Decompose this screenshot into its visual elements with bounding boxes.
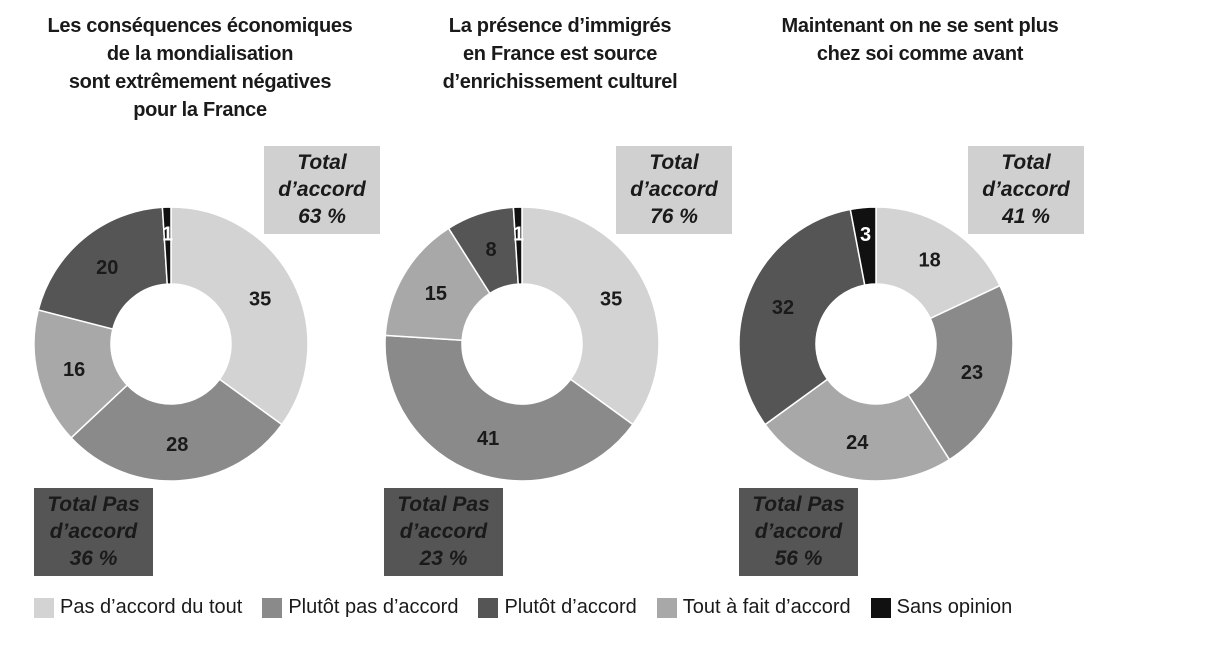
total-agree-label-1: Total (1001, 151, 1051, 174)
donut-slice (384, 334, 634, 482)
total-agree-label-1: Total (297, 151, 347, 174)
legend-item: Sans opinion (870, 596, 1013, 619)
donut-chart: 35 41 15 81 (384, 206, 660, 482)
chart-title: Maintenant on ne se sent plus chez soi c… (781, 15, 1059, 65)
chart-legend: Pas d’accord du tout Plutôt pas d’accord… (34, 596, 1032, 619)
chart-panel-1: Les conséquences économiques de la mondi… (0, 0, 400, 600)
donut-slice (384, 227, 491, 342)
slice-value-label: 1 (162, 224, 173, 246)
slice-value-label: 35 (600, 289, 622, 311)
legend-swatch (478, 597, 499, 618)
legend-swatch (262, 597, 283, 618)
donut-slice (33, 309, 129, 439)
legend-label: Pas d’accord du tout (60, 596, 243, 618)
slice-value-label: 32 (772, 297, 794, 319)
legend-label: Plutôt d’accord (504, 596, 637, 618)
total-agree-value: 76 % (650, 205, 698, 228)
total-agree-box: Total d’accord 76 % (616, 146, 732, 234)
total-disagree-label-2: d’accord (399, 520, 488, 543)
total-agree-value: 41 % (1002, 205, 1050, 228)
total-disagree-box: Total Pas d’accord 36 % (34, 488, 153, 576)
chart-title: Les conséquences économiques de la mondi… (47, 15, 353, 121)
legend-item: Plutôt pas d’accord (262, 596, 458, 619)
donut-slice (875, 206, 1001, 320)
donut-slice (170, 206, 309, 426)
total-agree-label-2: d’accord (630, 178, 718, 201)
donut-slice (512, 206, 523, 285)
total-disagree-label-1: Total Pas (397, 493, 490, 516)
slice-value-label: 15 (425, 283, 447, 305)
donut-slice (907, 284, 1014, 461)
slice-value-label: 18 (918, 250, 940, 272)
chart-panel-3: Maintenant on ne se sent plus chez soi c… (720, 0, 1120, 600)
total-disagree-label-1: Total Pas (752, 493, 845, 516)
total-agree-box: Total d’accord 63 % (264, 146, 380, 234)
slice-value-label: 28 (166, 434, 188, 456)
total-agree-label-1: Total (649, 151, 699, 174)
total-disagree-label-2: d’accord (754, 520, 843, 543)
donut-slice (738, 208, 866, 426)
slice-value-label: 1 (513, 224, 524, 246)
donut-slice (521, 206, 660, 426)
donut-slice (764, 378, 951, 482)
legend-item: Tout à fait d’accord (656, 596, 851, 619)
total-agree-value: 63 % (298, 205, 346, 228)
donut-slice (37, 206, 169, 330)
legend-label: Sans opinion (896, 596, 1013, 618)
donut-slice (70, 378, 283, 482)
legend-swatch (34, 597, 54, 618)
legend-label: Plutôt pas d’accord (288, 596, 459, 618)
slice-value-label: 24 (846, 432, 869, 454)
chart-title: La présence d’immigrés en France est sou… (442, 15, 678, 93)
total-agree-box: Total d’accord 41 % (968, 146, 1084, 234)
total-disagree-label-2: d’accord (49, 520, 138, 543)
legend-swatch (656, 597, 677, 618)
slice-value-label: 41 (477, 428, 499, 450)
legend-item: Plutôt d’accord (478, 596, 637, 619)
legend-item: Pas d’accord du tout (34, 596, 242, 619)
slice-value-label: 3 (860, 224, 871, 246)
donut-chart: 35 28 16 20 1 (33, 206, 309, 482)
total-agree-label-2: d’accord (278, 178, 366, 201)
donut-slice (161, 206, 172, 285)
total-disagree-value: 56 % (774, 547, 823, 570)
total-disagree-box: Total Pas d’accord 23 % (384, 488, 503, 576)
total-agree-label-2: d’accord (982, 178, 1070, 201)
slice-value-label: 20 (96, 257, 118, 279)
total-disagree-value: 36 % (69, 547, 118, 570)
slice-value-label: 35 (249, 289, 271, 311)
legend-label: Tout à fait d’accord (682, 596, 851, 618)
slice-value-label: 16 (63, 359, 85, 381)
legend-swatch (870, 597, 891, 618)
donut-chart: 18 23 24 32 3 (738, 206, 1014, 482)
chart-panel-2: La présence d’immigrés en France est sou… (360, 0, 760, 600)
total-disagree-label-1: Total Pas (47, 493, 140, 516)
slice-value-label: 23 (961, 362, 983, 384)
total-disagree-value: 23 % (419, 547, 468, 570)
donut-slice (849, 206, 877, 286)
total-disagree-box: Total Pas d’accord 56 % (739, 488, 858, 576)
slice-value-label: 8 (486, 239, 497, 261)
